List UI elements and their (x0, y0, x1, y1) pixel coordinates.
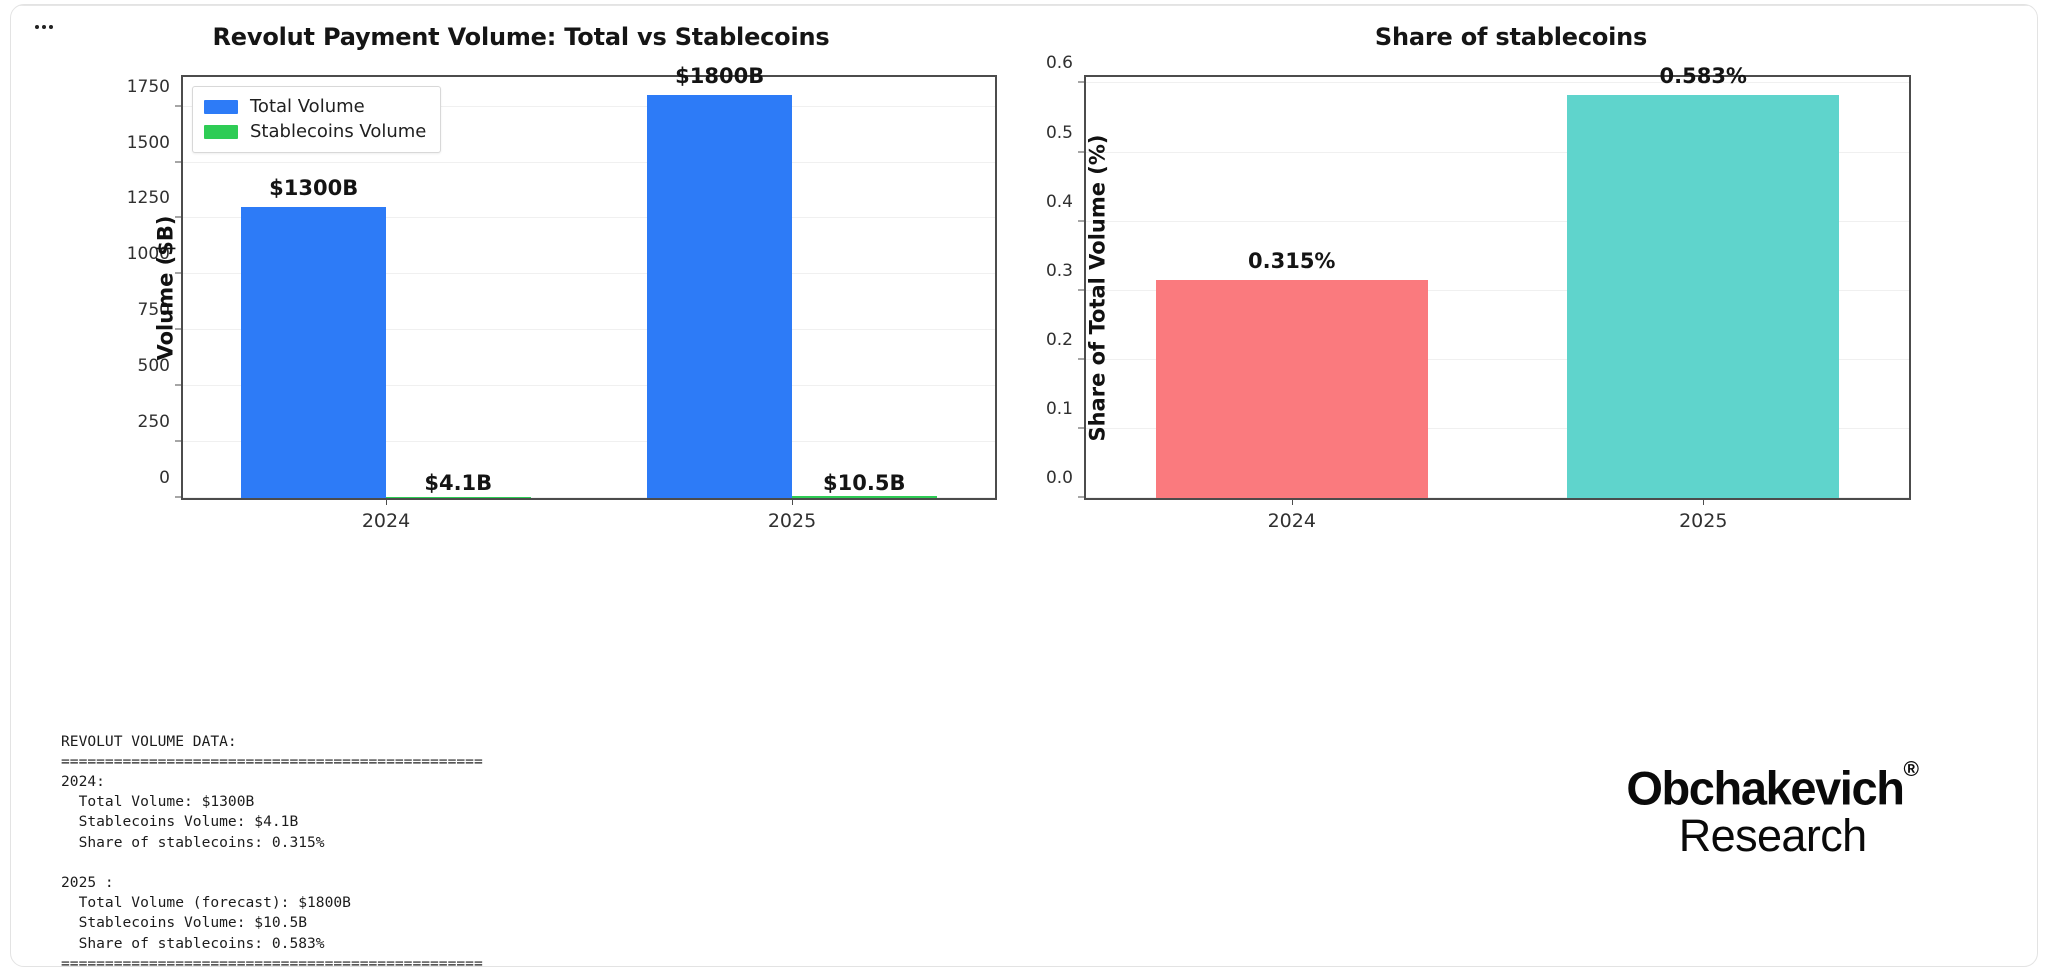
legend-item-stablecoins-volume[interactable]: Stablecoins Volume (204, 119, 426, 144)
gridline-0.4 (1086, 220, 1909, 222)
xtick-mark-2024 (1291, 498, 1293, 505)
bar-share-2024[interactable]: 0.315% (1155, 249, 1428, 498)
ytick-label-0.6: 0.6 (1045, 53, 1073, 74)
ytick-mark-500 (175, 384, 183, 386)
xtick-label-2025: 2025 (767, 510, 817, 532)
bar-share-2025[interactable]: 0.583% (1567, 64, 1840, 498)
ytick-mark-1750 (175, 105, 183, 107)
registered-trademark-icon: ® (1903, 758, 1919, 781)
ytick-mark-1000 (175, 272, 183, 274)
xtick-label-2025: 2025 (1679, 510, 1728, 532)
gridline-1000 (183, 273, 995, 275)
ytick-label-0.1: 0.1 (1045, 398, 1073, 419)
ytick-label-500: 500 (137, 356, 170, 377)
ytick-mark-1500 (175, 161, 183, 162)
gridline-0.1 (1086, 427, 1909, 429)
gridline-0.6 (1086, 82, 1909, 84)
legend-label-stablecoins-volume: Stablecoins Volume (250, 121, 427, 142)
more-dot-3 (49, 25, 53, 29)
payment-volume-chart-title: Revolut Payment Volume: Total vs Stablec… (212, 23, 830, 51)
gridline-1250 (183, 217, 995, 219)
revolut-volume-data-text: REVOLUT VOLUME DATA: ===================… (61, 732, 483, 967)
app-card: Revolut Payment Volume: Total vs Stablec… (10, 4, 2038, 967)
share-of-stablecoins-chart-title: Share of stablecoins (1374, 23, 1648, 51)
more-dot-2 (42, 25, 46, 29)
legend-item-total-volume[interactable]: Total Volume (204, 94, 426, 119)
xtick-label-2024: 2024 (361, 510, 411, 532)
ytick-label-1000: 1000 (126, 244, 170, 265)
ytick-label-250: 250 (137, 412, 170, 433)
ytick-mark-250 (175, 440, 183, 442)
legend-swatch-stablecoins-volume (204, 124, 238, 139)
xtick-mark-2024 (386, 498, 387, 505)
share-of-stablecoins-chart: Share of stablecoins 0.0 0.1 0.2 0.3 0.4… (1011, 5, 2011, 705)
ytick-label-0.3: 0.3 (1045, 260, 1073, 281)
bar-label-stablecoins-volume-2024: $4.1B (424, 471, 493, 495)
share-of-stablecoins-y-axis-label: Share of Total Volume (%) (1085, 133, 1110, 442)
ytick-label-1500: 1500 (126, 132, 170, 153)
gridline-0.3 (1086, 289, 1909, 291)
ytick-mark-0.3 (1078, 289, 1086, 291)
card-top-divider (11, 5, 2037, 6)
gridline-750 (183, 329, 995, 331)
bar-label-total-volume-2025: $1800B (675, 64, 765, 89)
legend-label-total-volume: Total Volume (250, 96, 365, 117)
payment-volume-plot-area: 0 250 500 750 1000 1250 1500 1750 2024 2… (127, 64, 997, 532)
xtick-label-2024: 2024 (1267, 510, 1316, 532)
ytick-mark-0 (175, 496, 183, 498)
ytick-label-750: 750 (137, 300, 170, 321)
bar-label-share-2025: 0.583% (1659, 64, 1747, 88)
gridline-0.0 (1086, 497, 1909, 498)
gridline-1500 (183, 161, 995, 163)
ytick-mark-1250 (175, 216, 183, 218)
ytick-label-0.2: 0.2 (1045, 329, 1073, 350)
more-dot-1 (35, 25, 39, 29)
gridline-0.2 (1086, 358, 1909, 360)
brand-logo: Obchakevich® Research (1626, 757, 1919, 860)
bar-label-stablecoins-volume-2025: $10.5B (823, 471, 906, 495)
gridline-250 (183, 441, 995, 443)
ytick-mark-0.0 (1078, 496, 1086, 498)
ytick-mark-0.4 (1078, 220, 1086, 222)
brand-subtitle: Research (1678, 809, 1867, 861)
payment-volume-chart: Revolut Payment Volume: Total vs Stablec… (41, 5, 1001, 705)
bar-label-total-volume-2024: $1300B (269, 176, 359, 201)
xtick-mark-2025 (792, 498, 793, 505)
legend-swatch-total-volume (204, 99, 238, 114)
ytick-mark-0.1 (1078, 427, 1086, 429)
ytick-label-0.4: 0.4 (1045, 191, 1073, 212)
xtick-mark-2025 (1703, 498, 1705, 505)
gridline-1750 (183, 105, 995, 107)
ytick-label-0: 0 (159, 468, 170, 488)
brand-name: Obchakevich® (1626, 757, 1919, 814)
bar-stablecoins-volume-2024[interactable]: $4.1B (386, 471, 531, 498)
gridline-500 (183, 385, 995, 387)
bar-total-volume-2024[interactable]: $1300B (241, 176, 386, 498)
more-options-button[interactable] (31, 15, 59, 39)
ytick-mark-0.6 (1078, 81, 1086, 83)
gridline-0 (183, 497, 995, 498)
bar-label-share-2024: 0.315% (1248, 249, 1336, 274)
ytick-label-0.0: 0.0 (1045, 468, 1073, 488)
ytick-mark-0.5 (1078, 151, 1086, 152)
ytick-label-1750: 1750 (126, 76, 170, 97)
payment-volume-legend[interactable]: Total Volume Stablecoins Volume (192, 86, 442, 153)
ytick-label-0.5: 0.5 (1045, 122, 1073, 143)
ytick-label-1250: 1250 (126, 188, 170, 209)
payment-volume-y-axis-label: Volume ($B) (153, 215, 178, 360)
ytick-mark-0.2 (1078, 358, 1086, 360)
brand-name-text: Obchakevich (1626, 761, 1905, 815)
gridline-0.5 (1086, 151, 1909, 153)
share-of-stablecoins-plot-area: 0.0 0.1 0.2 0.3 0.4 0.5 0.6 2024 2025 0.… (1046, 53, 1911, 532)
bar-total-volume-2025[interactable]: $1800B (647, 64, 792, 498)
ytick-mark-750 (175, 328, 183, 330)
bar-stablecoins-volume-2025[interactable]: $10.5B (792, 471, 937, 498)
